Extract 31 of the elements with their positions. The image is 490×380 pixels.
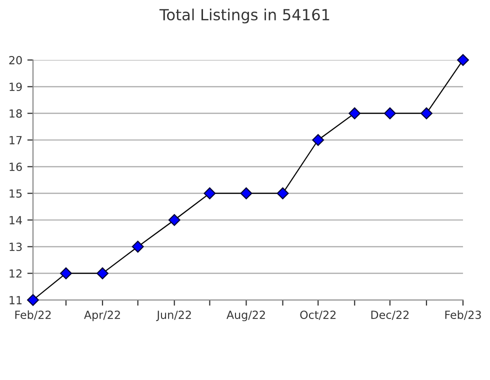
point xyxy=(384,107,396,120)
y-tick-label: 14 xyxy=(10,216,22,224)
point xyxy=(312,134,324,146)
y-tick-label: 18 xyxy=(10,109,22,118)
point xyxy=(457,54,469,66)
x-tick-label: Aug/22 xyxy=(226,310,265,322)
y-tick-label: 17 xyxy=(10,136,22,144)
y-tick-label: 13 xyxy=(10,242,22,252)
point xyxy=(96,267,108,280)
point xyxy=(420,107,432,120)
point xyxy=(240,187,252,200)
point xyxy=(27,294,39,306)
point xyxy=(132,240,144,253)
chart-title: Total Listings in 54161 xyxy=(159,8,330,24)
y-tick-label: 11 xyxy=(10,296,22,304)
y-tick-label: 15 xyxy=(10,189,22,198)
x-tick-label: Feb/22 xyxy=(15,310,51,320)
x-tick-label: Apr/22 xyxy=(84,310,120,322)
point xyxy=(348,107,361,120)
point xyxy=(60,267,72,280)
y-tick-label: 12 xyxy=(10,269,22,278)
x-tick-label: Oct/22 xyxy=(300,310,336,320)
point xyxy=(204,187,216,200)
x-tick-label: Feb/23 xyxy=(445,310,481,320)
x-tick-label: Jun/22 xyxy=(156,310,191,322)
x-tick-label: Dec/22 xyxy=(371,310,409,320)
y-tick-label: 20 xyxy=(9,56,22,64)
y-tick-label: 19 xyxy=(10,82,22,92)
point xyxy=(276,187,289,200)
y-tick-label: 16 xyxy=(10,162,22,172)
point xyxy=(168,214,180,226)
